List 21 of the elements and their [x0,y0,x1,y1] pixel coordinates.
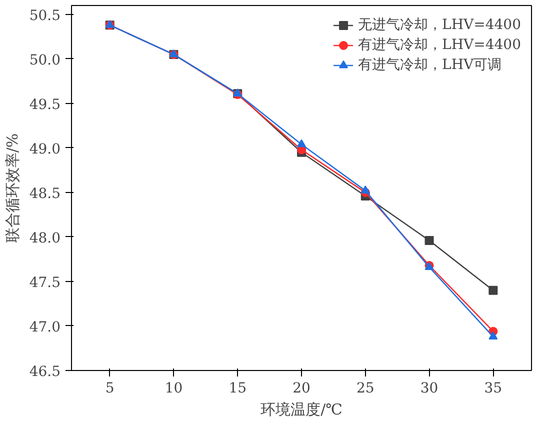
y-tick-label: 48.0 [29,230,60,246]
legend-label: 有进气冷却，LHV可调 [358,56,502,74]
x-tick-label: 25 [356,380,374,396]
y-tick-label: 47.0 [29,319,60,336]
x-tick-label: 30 [420,380,438,396]
x-axis-title: 环境温度/℃ [260,400,342,418]
legend-label: 无进气冷却，LHV=4400 [358,16,521,34]
y-tick-label: 47.5 [29,274,60,291]
legend-label: 有进气冷却，LHV=4400 [358,36,521,54]
y-tick-label: 46.5 [29,364,60,380]
x-tick-label: 5 [105,380,114,396]
x-tick-label: 10 [164,380,183,396]
x-tick-label: 20 [292,380,310,396]
x-tick-label: 15 [228,380,247,396]
y-tick-label: 50.0 [29,52,60,68]
y-tick-label: 48.5 [29,186,60,202]
y-tick-label: 50.5 [29,8,60,24]
x-tick-label: 35 [484,380,502,396]
y-tick-label: 49.0 [29,141,60,158]
y-axis-title: 联合循环效率/% [3,133,22,243]
y-tick-label: 49.5 [29,96,60,113]
